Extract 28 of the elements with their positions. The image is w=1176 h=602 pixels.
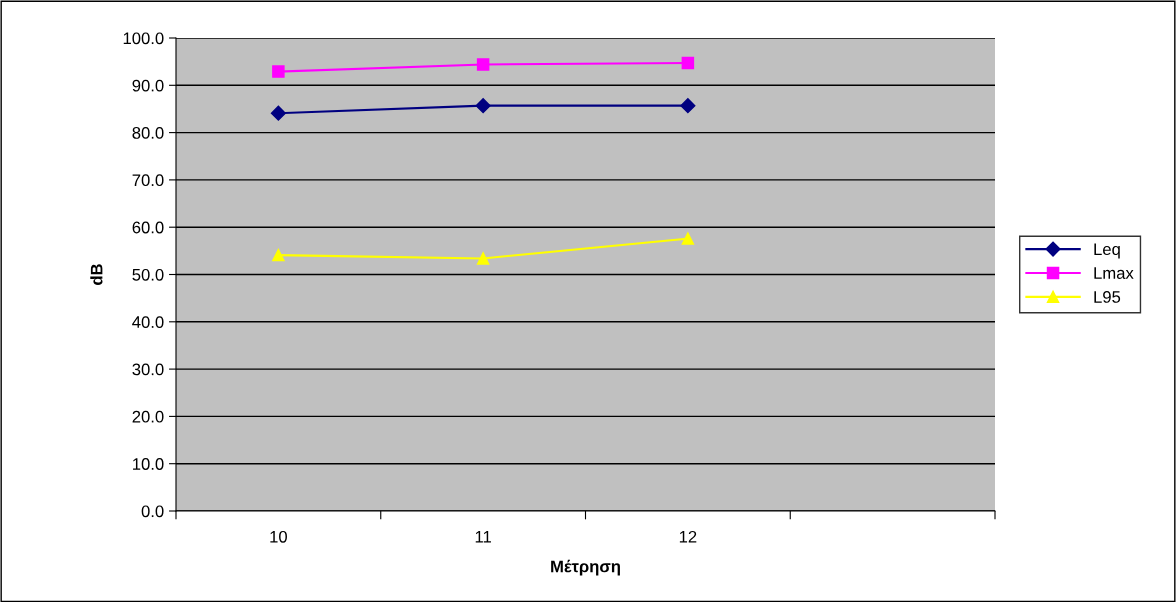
x-tick-label: 10	[270, 530, 287, 543]
point	[681, 56, 695, 70]
y-axis-title: dB	[90, 264, 103, 285]
point	[476, 252, 490, 265]
point	[272, 65, 285, 78]
y-tick-label: 40.0	[132, 316, 164, 328]
y-tick-label: 0.0	[141, 505, 164, 518]
y-tick-label: 20.0	[132, 410, 164, 423]
y-tick-label: 10.0	[133, 458, 164, 470]
y-tick-label: 100.0	[123, 32, 164, 45]
x-tick-label: 12	[679, 530, 697, 543]
y-tick-label: 80.0	[132, 127, 164, 139]
point	[476, 58, 490, 71]
y-tick-label: 60.0	[132, 221, 164, 234]
x-axis-title: Μέτρηση	[551, 559, 620, 576]
point	[681, 232, 695, 245]
point	[680, 98, 696, 114]
legend-label: L95	[1094, 291, 1121, 303]
legend-label: Lmax	[1094, 267, 1134, 279]
y-tick-label: 30.0	[132, 363, 164, 376]
y-tick-label: 70.0	[132, 174, 164, 187]
point	[272, 248, 285, 262]
point	[270, 105, 286, 121]
y-tick-label: 50.0	[132, 268, 164, 281]
legend-label: Leq	[1094, 243, 1120, 259]
x-tick-label: 11	[475, 531, 491, 543]
point	[475, 98, 491, 114]
y-tick-label: 90.0	[132, 79, 164, 92]
